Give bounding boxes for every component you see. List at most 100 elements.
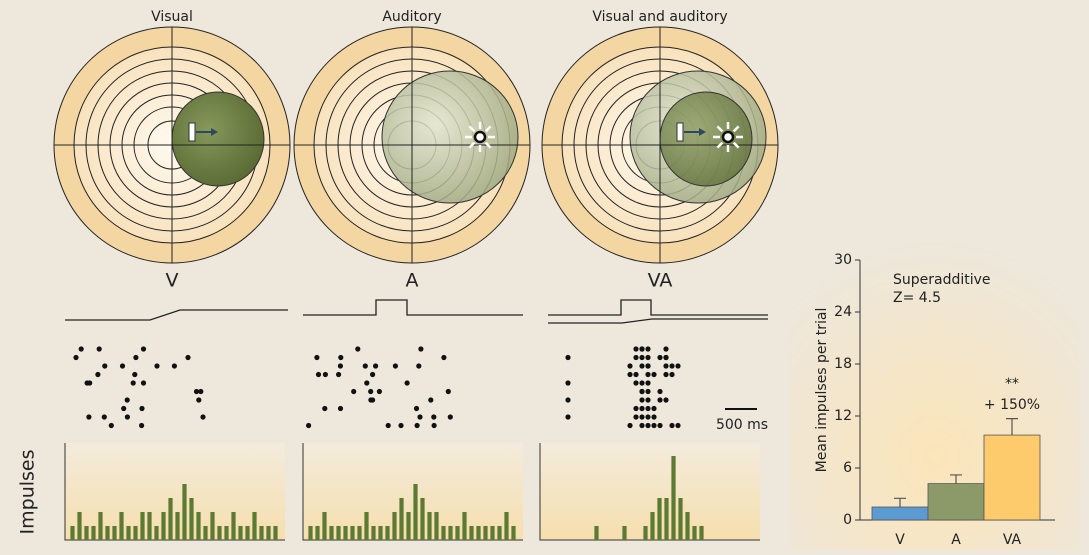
spike xyxy=(132,371,138,378)
spike xyxy=(633,405,639,412)
spike xyxy=(398,422,404,429)
psth-bar xyxy=(210,512,215,540)
psth-bar xyxy=(336,526,341,540)
spike xyxy=(185,354,191,361)
spike xyxy=(565,397,571,403)
bar-chart: 0 6 12 18 24 30 Mean impulses per trial Superad… xyxy=(814,252,1055,548)
psth-bar xyxy=(357,526,362,540)
psth-bar xyxy=(112,526,117,540)
spike xyxy=(337,405,344,412)
spike xyxy=(373,363,379,369)
psth-bar xyxy=(622,526,627,540)
spike xyxy=(355,346,361,352)
sound-ray xyxy=(468,141,476,149)
psth-bg xyxy=(540,443,760,540)
spike xyxy=(645,354,651,361)
psth-bar xyxy=(343,526,348,540)
spike xyxy=(445,388,451,395)
spike xyxy=(669,371,675,378)
spike xyxy=(675,363,681,369)
psth-bar xyxy=(685,512,690,540)
sound-ray xyxy=(716,141,724,149)
light-bar xyxy=(676,122,684,142)
spike xyxy=(633,371,639,378)
psth-bar xyxy=(385,526,390,540)
spike xyxy=(645,414,651,420)
spike xyxy=(385,422,391,429)
psth-bar xyxy=(77,512,82,540)
panel: Visual and auditory VA xyxy=(539,9,779,541)
bar xyxy=(983,434,1041,521)
psth-bar xyxy=(189,498,194,540)
spike xyxy=(351,388,357,395)
y-axis-label: Mean impulses per trial xyxy=(814,308,830,473)
spike xyxy=(417,414,423,420)
spike xyxy=(404,380,410,386)
psth-bar xyxy=(441,526,446,540)
spike xyxy=(657,422,663,429)
spike xyxy=(428,397,434,403)
psth-bar xyxy=(650,512,655,540)
spike xyxy=(336,371,342,378)
psth-bar xyxy=(133,526,138,540)
psth-bar xyxy=(678,498,683,540)
spike xyxy=(108,422,114,429)
spike xyxy=(78,346,84,352)
spike xyxy=(447,414,453,420)
psth-bar xyxy=(91,526,96,540)
arrow-head xyxy=(211,128,218,136)
spike xyxy=(565,380,571,386)
psth-bar xyxy=(259,526,264,540)
condition-label: A xyxy=(406,270,419,292)
spike xyxy=(124,414,130,420)
psth-bar xyxy=(266,526,271,540)
psth-bar xyxy=(105,526,110,540)
spike xyxy=(663,363,669,369)
spike xyxy=(102,363,108,369)
psth-bar xyxy=(406,512,411,540)
spike xyxy=(73,354,79,361)
spike xyxy=(627,363,633,369)
significance: ** xyxy=(1005,376,1019,392)
psth-bar xyxy=(643,526,648,540)
psth-bar xyxy=(483,526,488,540)
spike xyxy=(639,388,645,395)
spike xyxy=(657,354,663,361)
spike xyxy=(639,380,645,386)
spike xyxy=(675,422,681,429)
x-tick-label: A xyxy=(951,532,961,548)
spike xyxy=(441,354,447,361)
panel: Auditory A xyxy=(293,9,531,541)
y-tick-label: 0 xyxy=(843,512,852,528)
spike xyxy=(337,363,343,369)
spike xyxy=(639,354,645,361)
psth-bar xyxy=(217,526,222,540)
spike xyxy=(101,414,107,420)
spike xyxy=(639,405,645,412)
spike xyxy=(370,371,376,378)
psth-bar xyxy=(182,484,187,540)
spike xyxy=(663,371,669,378)
psth-bar xyxy=(497,526,502,540)
psth-bar xyxy=(224,526,229,540)
psth-bar xyxy=(245,526,250,540)
spike xyxy=(633,354,639,361)
visual-field xyxy=(171,91,265,187)
spike xyxy=(196,397,202,403)
spike xyxy=(200,414,206,420)
spike xyxy=(651,422,657,429)
stim-trace xyxy=(65,309,288,321)
spike xyxy=(416,363,422,369)
spike xyxy=(633,414,639,420)
stim-trace xyxy=(548,318,768,324)
spike xyxy=(645,405,651,412)
panel-title: Auditory xyxy=(382,9,441,25)
spike xyxy=(193,388,200,395)
psth-bar xyxy=(273,526,278,540)
spike xyxy=(657,397,663,403)
spike xyxy=(639,414,645,420)
spike xyxy=(431,414,437,420)
spike xyxy=(124,397,130,403)
sound-ray xyxy=(732,141,740,149)
